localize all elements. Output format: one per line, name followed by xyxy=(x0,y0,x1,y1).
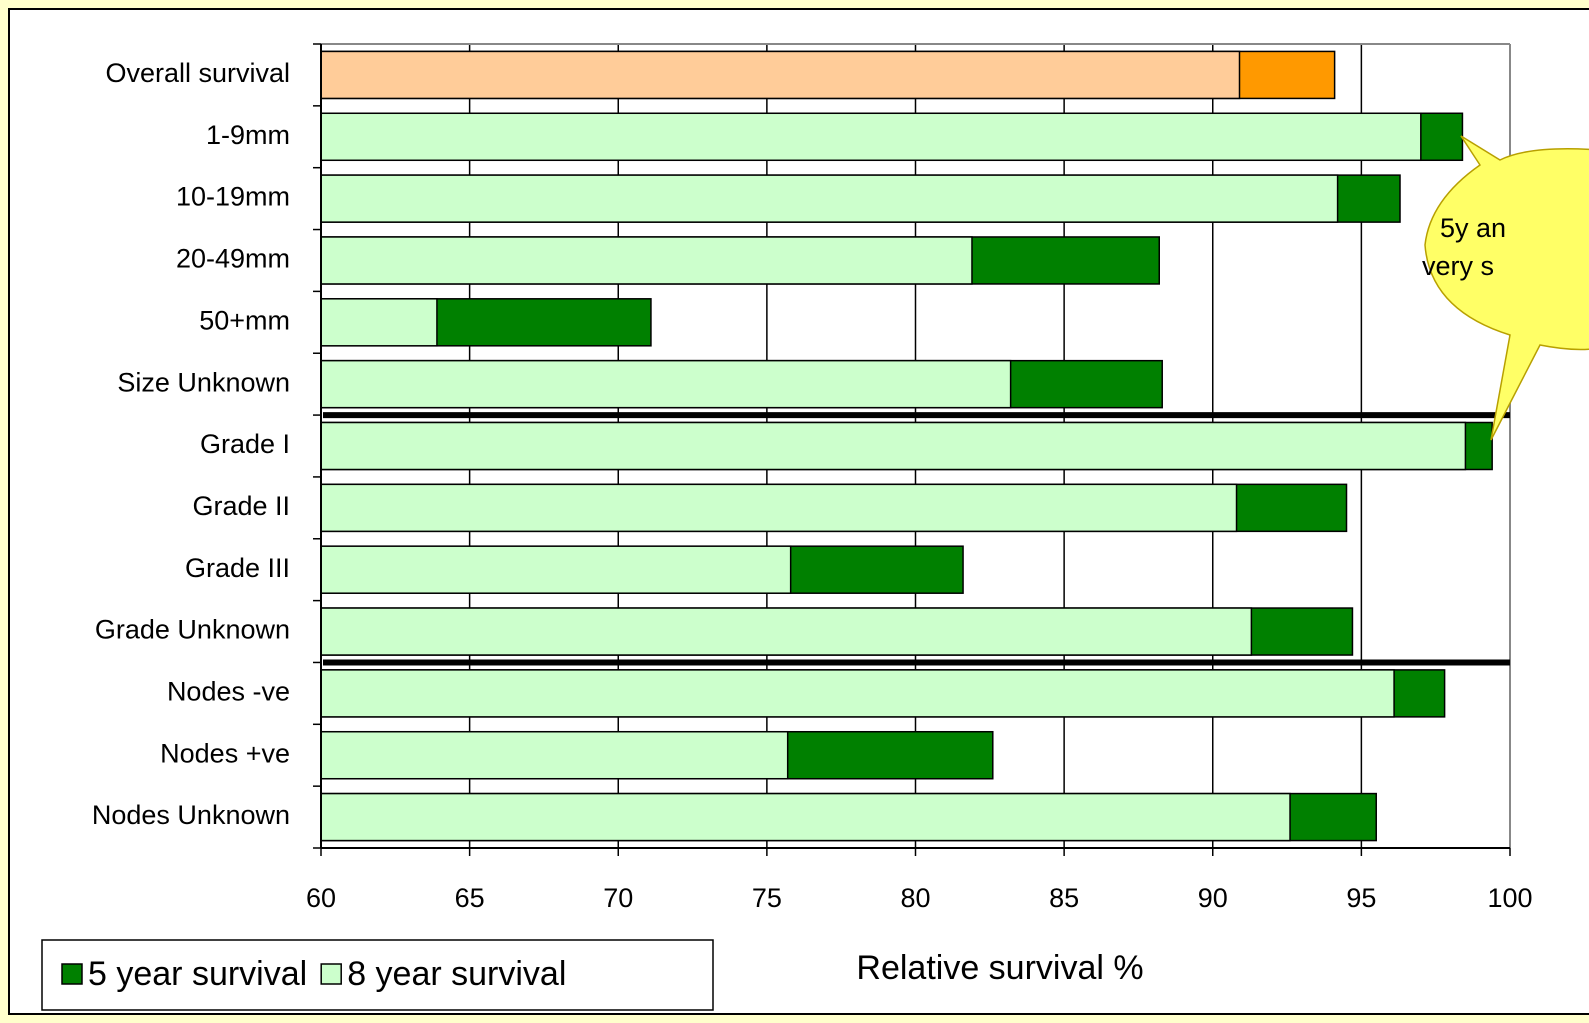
bar xyxy=(320,669,1395,718)
callout-text: 5y an xyxy=(1440,213,1506,243)
y-tick-label: Grade Unknown xyxy=(95,615,290,645)
y-tick-label: Grade I xyxy=(200,429,290,459)
y-tick-label: 20-49mm xyxy=(176,244,290,274)
legend xyxy=(41,939,714,1011)
bar xyxy=(320,174,1339,223)
y-tick-label: Grade II xyxy=(192,491,290,521)
callout xyxy=(1424,135,1589,441)
bar xyxy=(320,50,1241,100)
x-tick-label: 60 xyxy=(306,883,336,913)
x-axis-title: Relative survival % xyxy=(856,949,1143,987)
bar xyxy=(320,607,1253,656)
bar xyxy=(320,483,1238,533)
x-tick-label: 65 xyxy=(455,883,485,913)
y-tick-label: Nodes Unknown xyxy=(92,800,290,830)
bar xyxy=(320,545,792,594)
x-tick-label: 90 xyxy=(1198,883,1228,913)
x-tick-label: 70 xyxy=(603,883,633,913)
callout-text: very s xyxy=(1422,251,1494,281)
legend-swatch xyxy=(61,963,83,985)
bar xyxy=(320,359,1012,409)
x-tick-label: 95 xyxy=(1346,883,1376,913)
bar xyxy=(320,112,1422,162)
bar xyxy=(320,298,438,347)
y-tick-label: 10-19mm xyxy=(176,182,290,212)
x-tick-label: 85 xyxy=(1049,883,1079,913)
y-tick-label: Nodes -ve xyxy=(167,677,290,707)
x-tick-label: 80 xyxy=(900,883,930,913)
bar xyxy=(320,421,1467,471)
y-tick-label: Overall survival xyxy=(105,58,290,88)
x-tick-label: 100 xyxy=(1487,883,1532,913)
x-tick-label: 75 xyxy=(752,883,782,913)
bar xyxy=(320,792,1291,842)
bar xyxy=(320,236,973,285)
legend-label: 8 year survival xyxy=(347,955,566,993)
legend-label: 5 year survival xyxy=(88,955,307,993)
y-tick-label: 1-9mm xyxy=(206,120,290,150)
y-tick-label: 50+mm xyxy=(199,305,290,335)
legend-swatch xyxy=(320,963,342,985)
bar xyxy=(320,730,789,780)
y-tick-label: Grade III xyxy=(185,553,290,583)
y-tick-label: Size Unknown xyxy=(117,367,290,397)
y-tick-label: Nodes +ve xyxy=(160,738,290,768)
